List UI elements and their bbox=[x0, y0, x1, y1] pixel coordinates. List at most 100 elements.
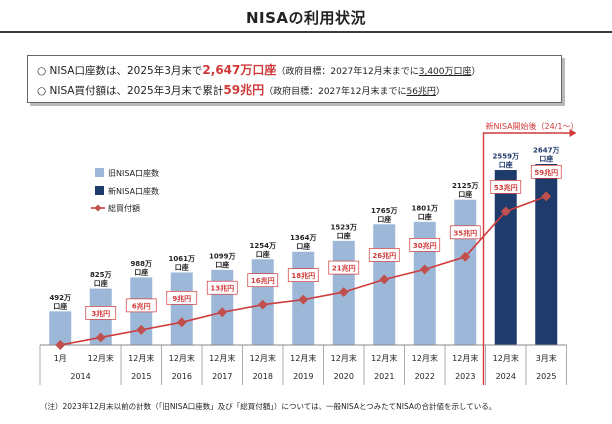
line-value-label: 6兆円 bbox=[132, 301, 151, 310]
line-value-box bbox=[328, 260, 360, 275]
bar-value-label: 1765万 bbox=[371, 207, 397, 215]
x-tick-label: 12月末 bbox=[169, 353, 195, 363]
legend-label: 旧NISA口座数 bbox=[108, 168, 159, 178]
bar-value-label: 口座 bbox=[499, 160, 513, 169]
bar-value-label: 1061万 bbox=[169, 255, 195, 263]
line-value-box bbox=[490, 180, 522, 194]
bar-value-label: 口座 bbox=[296, 242, 310, 251]
new-nisa-bar bbox=[535, 164, 558, 345]
line-value-label: 35兆円 bbox=[453, 228, 477, 237]
summary-note: （政府目標：2027年12月末までに bbox=[264, 87, 407, 97]
new-nisa-bracket bbox=[482, 132, 571, 385]
bar-value-label: 口座 bbox=[539, 154, 553, 163]
bar-value-label: 2125万 bbox=[452, 182, 478, 190]
summary-target: 3,400万口座 bbox=[418, 67, 472, 77]
summary-bullet: ○ bbox=[37, 85, 50, 97]
line-value-box bbox=[368, 248, 400, 262]
x-year-label: 2024 bbox=[496, 372, 516, 381]
bar-value-label: 口座 bbox=[53, 301, 67, 310]
summary-box: ○ NISA口座数は、2025年3月末で2,647万口座（政府目標：2027年1… bbox=[27, 55, 562, 103]
x-tick-label: 12月末 bbox=[452, 353, 478, 363]
old-nisa-bar bbox=[454, 199, 477, 345]
x-year-label: 2020 bbox=[334, 372, 354, 381]
summary-note-end: ） bbox=[435, 87, 445, 97]
x-tick-label: 12月末 bbox=[371, 353, 397, 363]
old-nisa-bar bbox=[413, 221, 436, 345]
x-tick-label: 12月末 bbox=[250, 353, 276, 363]
footnote: （注）2023年12月末以前の計数（「旧NISA口座数」及び「総買付額」）につい… bbox=[40, 402, 497, 411]
x-year-label: 2022 bbox=[415, 372, 435, 381]
line-value-label: 16兆円 bbox=[251, 276, 275, 285]
x-year-label: 2015 bbox=[131, 372, 151, 381]
x-year-label: 2021 bbox=[374, 372, 394, 381]
old-nisa-bar bbox=[170, 272, 193, 345]
total-purchase-marker bbox=[460, 251, 471, 262]
old-nisa-bar bbox=[49, 311, 72, 345]
legend-label: 新NISA口座数 bbox=[108, 186, 159, 196]
bar-value-label: 口座 bbox=[256, 249, 270, 258]
summary-highlight: 59兆円 bbox=[223, 83, 265, 97]
x-year-label: 2019 bbox=[293, 372, 313, 381]
total-purchase-marker bbox=[136, 324, 147, 335]
new-nisa-bar bbox=[494, 170, 517, 345]
line-value-box bbox=[287, 268, 319, 282]
line-value-box bbox=[125, 298, 157, 313]
bar-value-label: 2647万 bbox=[533, 147, 559, 155]
bar-value-label: 口座 bbox=[134, 267, 148, 276]
bar-value-label: 口座 bbox=[458, 190, 472, 199]
line-value-box bbox=[166, 290, 198, 305]
legend-label: 総買付額 bbox=[108, 203, 140, 213]
bar-value-label: 1254万 bbox=[250, 242, 276, 250]
x-tick-label: 12月末 bbox=[331, 353, 357, 363]
line-value-label: 13兆円 bbox=[210, 284, 234, 293]
total-purchase-marker bbox=[541, 191, 552, 202]
x-tick-label: 12月末 bbox=[290, 353, 316, 363]
summary-text: NISA口座数は、2025年3月末で bbox=[49, 65, 203, 77]
bar-value-label: 492万 bbox=[49, 294, 71, 302]
summary-note-end: ） bbox=[471, 67, 481, 77]
line-value-label: 30兆円 bbox=[413, 241, 437, 250]
x-tick-label: 12月末 bbox=[493, 353, 519, 363]
bar-value-label: 口座 bbox=[94, 279, 108, 288]
bar-value-label: 2559万 bbox=[493, 153, 519, 161]
bar-value-label: 1099万 bbox=[209, 252, 235, 260]
x-tick-label: 12月末 bbox=[412, 353, 438, 363]
total-purchase-marker bbox=[176, 317, 187, 328]
line-value-label: 9兆円 bbox=[172, 294, 191, 303]
total-purchase-marker bbox=[379, 274, 390, 285]
line-value-box bbox=[247, 273, 279, 288]
summary-text: NISA買付額は、2025年3月末で累計 bbox=[49, 85, 224, 97]
line-value-box bbox=[530, 164, 562, 179]
bar-value-label: 口座 bbox=[418, 212, 432, 221]
summary-line-accounts: ○ NISA口座数は、2025年3月末で2,647万口座（政府目標：2027年1… bbox=[37, 61, 481, 78]
total-purchase-marker bbox=[217, 307, 228, 318]
line-value-label: 59兆円 bbox=[534, 168, 558, 177]
bar-value-label: 1801万 bbox=[412, 204, 438, 212]
legend-marker bbox=[94, 204, 102, 212]
bar-value-label: 825万 bbox=[90, 271, 112, 279]
title-divider bbox=[0, 31, 612, 33]
total-purchase-marker bbox=[298, 294, 309, 305]
x-year-label: 2023 bbox=[455, 372, 475, 381]
summary-note: （政府目標：2027年12月末までに bbox=[276, 67, 419, 77]
line-value-box bbox=[85, 306, 117, 320]
line-value-label: 18兆円 bbox=[291, 271, 315, 280]
bar-value-label: 口座 bbox=[337, 231, 351, 240]
bar-value-label: 1523万 bbox=[331, 223, 357, 231]
new-nisa-arrowhead bbox=[569, 129, 577, 137]
page-title: NISAの利用状況 bbox=[245, 9, 367, 27]
line-value-label: 3兆円 bbox=[91, 309, 110, 318]
bar-value-label: 1364万 bbox=[290, 234, 316, 242]
summary-target: 56兆円 bbox=[406, 87, 436, 97]
x-tick-label: 12月末 bbox=[88, 353, 114, 363]
line-value-box bbox=[206, 280, 238, 295]
bar-value-label: 988万 bbox=[130, 260, 152, 268]
total-purchase-marker bbox=[500, 206, 511, 217]
summary-highlight: 2,647万口座 bbox=[202, 63, 277, 77]
x-year-label: 2014 bbox=[70, 372, 90, 381]
x-year-label: 2017 bbox=[212, 372, 232, 381]
bar-value-label: 口座 bbox=[175, 262, 189, 271]
summary-line-purchases: ○ NISA買付額は、2025年3月末で累計59兆円（政府目標：2027年12月… bbox=[37, 81, 445, 98]
line-value-label: 21兆円 bbox=[332, 264, 356, 273]
nisa-combo-chart: 492万口座825万口座988万口座1061万口座1099万口座1254万口座1… bbox=[39, 121, 579, 385]
